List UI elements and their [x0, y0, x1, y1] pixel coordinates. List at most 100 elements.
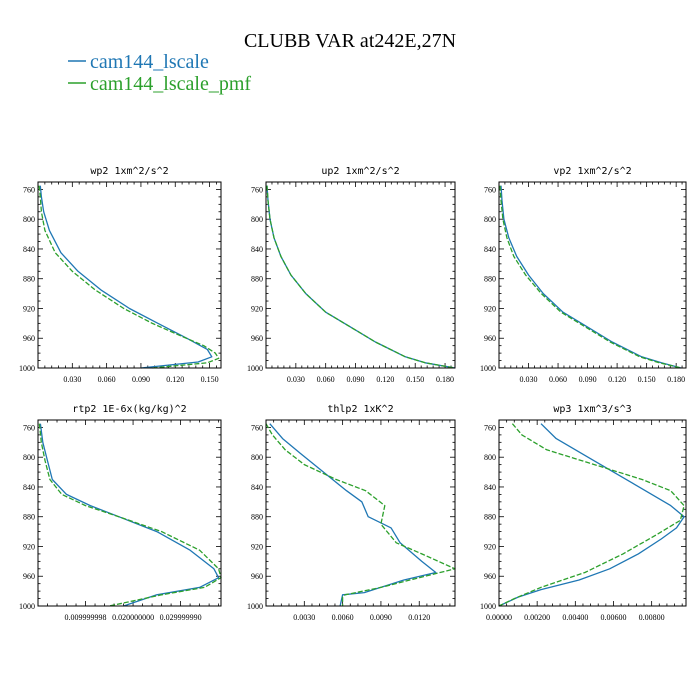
xtick-label: 0.0030 — [293, 613, 315, 622]
series-line-1 — [265, 423, 456, 606]
ytick-label: 840 — [484, 245, 496, 254]
series-line-0 — [266, 185, 456, 369]
ytick-label: 1000 — [19, 602, 35, 611]
xtick-label: 0.180 — [436, 375, 454, 384]
xtick-label: 0.00600 — [600, 613, 626, 622]
ytick-label: 920 — [251, 304, 263, 313]
ytick-label: 880 — [251, 513, 263, 522]
ytick-label: 800 — [251, 453, 263, 462]
ytick-label: 760 — [484, 423, 496, 432]
panels-grid: wp2 1xm^2/s^2 760 800 840 880 920 960 1000 0.030… — [19, 166, 687, 622]
ytick-label: 880 — [484, 275, 496, 284]
ytick-label: 800 — [23, 215, 35, 224]
xtick-label: 0.020000000 — [112, 613, 154, 622]
panel-title-4: thlp2 1xK^2 — [327, 404, 393, 415]
ytick-label: 920 — [23, 542, 35, 551]
ytick-label: 960 — [23, 334, 35, 343]
ytick-label: 840 — [23, 245, 35, 254]
series-line-0 — [39, 423, 220, 607]
xtick-label: 0.0060 — [332, 613, 354, 622]
xtick-label: 0.060 — [317, 375, 335, 384]
series-line-1 — [498, 423, 685, 607]
ytick-label: 920 — [484, 304, 496, 313]
panel-title-0: wp2 1xm^2/s^2 — [90, 166, 168, 177]
xtick-label: 0.00000 — [486, 613, 512, 622]
ytick-label: 800 — [251, 215, 263, 224]
xtick-label: 0.120 — [608, 375, 626, 384]
xtick-label: 0.00400 — [562, 613, 588, 622]
panel-5: wp3 1xm^3/s^3 760 800 840 880 920 960 1000 0.000… — [480, 404, 687, 622]
ytick-label: 840 — [23, 483, 35, 492]
series-line-1 — [266, 185, 456, 369]
xtick-label: 0.030 — [520, 375, 538, 384]
figure-title: CLUBB VAR at242E,27N — [244, 30, 456, 52]
ytick-label: 880 — [251, 275, 263, 284]
xtick-label: 0.120 — [376, 375, 394, 384]
legend: cam144_lscale cam144_lscale_pmf — [68, 51, 251, 95]
ytick-label: 920 — [23, 304, 35, 313]
ytick-label: 1000 — [480, 602, 496, 611]
series-line-0 — [500, 185, 682, 369]
panel-frame-1 — [265, 181, 456, 369]
xtick-label: 0.150 — [406, 375, 424, 384]
ytick-label: 800 — [484, 453, 496, 462]
xtick-label: 0.030 — [63, 375, 81, 384]
xtick-label: 0.150 — [201, 375, 219, 384]
legend-label-0: cam144_lscale — [90, 51, 209, 73]
xtick-label: 0.0090 — [370, 613, 392, 622]
ytick-label: 760 — [23, 185, 35, 194]
ytick-label: 760 — [23, 423, 35, 432]
ytick-label: 1000 — [247, 602, 263, 611]
ytick-label: 800 — [484, 215, 496, 224]
ytick-label: 840 — [251, 483, 263, 492]
panel-title-2: vp2 1xm^2/s^2 — [553, 166, 631, 177]
xtick-label: 0.060 — [98, 375, 116, 384]
panel-2: vp2 1xm^2/s^2 760 800 840 880 920 960 1000 0.030… — [480, 166, 687, 384]
panel-frame-4 — [265, 419, 456, 607]
series-line-1 — [499, 185, 682, 369]
panel-frame-5 — [498, 419, 687, 607]
ytick-label: 1000 — [19, 364, 35, 373]
xtick-label: 0.090 — [132, 375, 150, 384]
xtick-label: 0.090 — [347, 375, 365, 384]
xtick-label: 0.150 — [638, 375, 656, 384]
xtick-label: 0.009999998 — [65, 613, 107, 622]
ytick-label: 960 — [251, 334, 263, 343]
panel-frame-2 — [498, 181, 687, 369]
ytick-label: 800 — [23, 453, 35, 462]
xtick-label: 0.0120 — [408, 613, 430, 622]
xtick-label: 0.090 — [579, 375, 597, 384]
series-line-1 — [38, 185, 220, 369]
ytick-label: 760 — [251, 423, 263, 432]
xtick-label: 0.00800 — [639, 613, 665, 622]
panel-frame-3 — [37, 419, 222, 607]
ytick-label: 1000 — [480, 364, 496, 373]
xtick-label: 0.00200 — [524, 613, 550, 622]
series-line-0 — [498, 423, 685, 607]
ytick-label: 880 — [23, 275, 35, 284]
ytick-label: 840 — [484, 483, 496, 492]
ytick-label: 760 — [484, 185, 496, 194]
ytick-label: 960 — [484, 334, 496, 343]
series-line-0 — [39, 185, 213, 369]
panel-1: up2 1xm^2/s^2 760 800 840 880 920 960 1000 0.030… — [247, 166, 456, 384]
panel-title-1: up2 1xm^2/s^2 — [321, 166, 399, 177]
panel-0: wp2 1xm^2/s^2 760 800 840 880 920 960 1000 0.030… — [19, 166, 222, 384]
ytick-label: 960 — [251, 572, 263, 581]
xtick-label: 0.029999990 — [160, 613, 202, 622]
xtick-label: 0.180 — [667, 375, 685, 384]
ytick-label: 920 — [484, 542, 496, 551]
ytick-label: 840 — [251, 245, 263, 254]
series-line-0 — [269, 423, 437, 607]
ytick-label: 1000 — [247, 364, 263, 373]
xtick-label: 0.060 — [549, 375, 567, 384]
ytick-label: 880 — [23, 513, 35, 522]
legend-label-1: cam144_lscale_pmf — [90, 73, 251, 95]
panel-title-5: wp3 1xm^3/s^3 — [553, 404, 631, 415]
panel-frame-0 — [37, 181, 222, 369]
panel-4: thlp2 1xK^2 760 800 840 880 920 960 1000 0.0030 0… — [247, 404, 456, 622]
ytick-label: 880 — [484, 513, 496, 522]
ytick-label: 760 — [251, 185, 263, 194]
ytick-label: 960 — [484, 572, 496, 581]
